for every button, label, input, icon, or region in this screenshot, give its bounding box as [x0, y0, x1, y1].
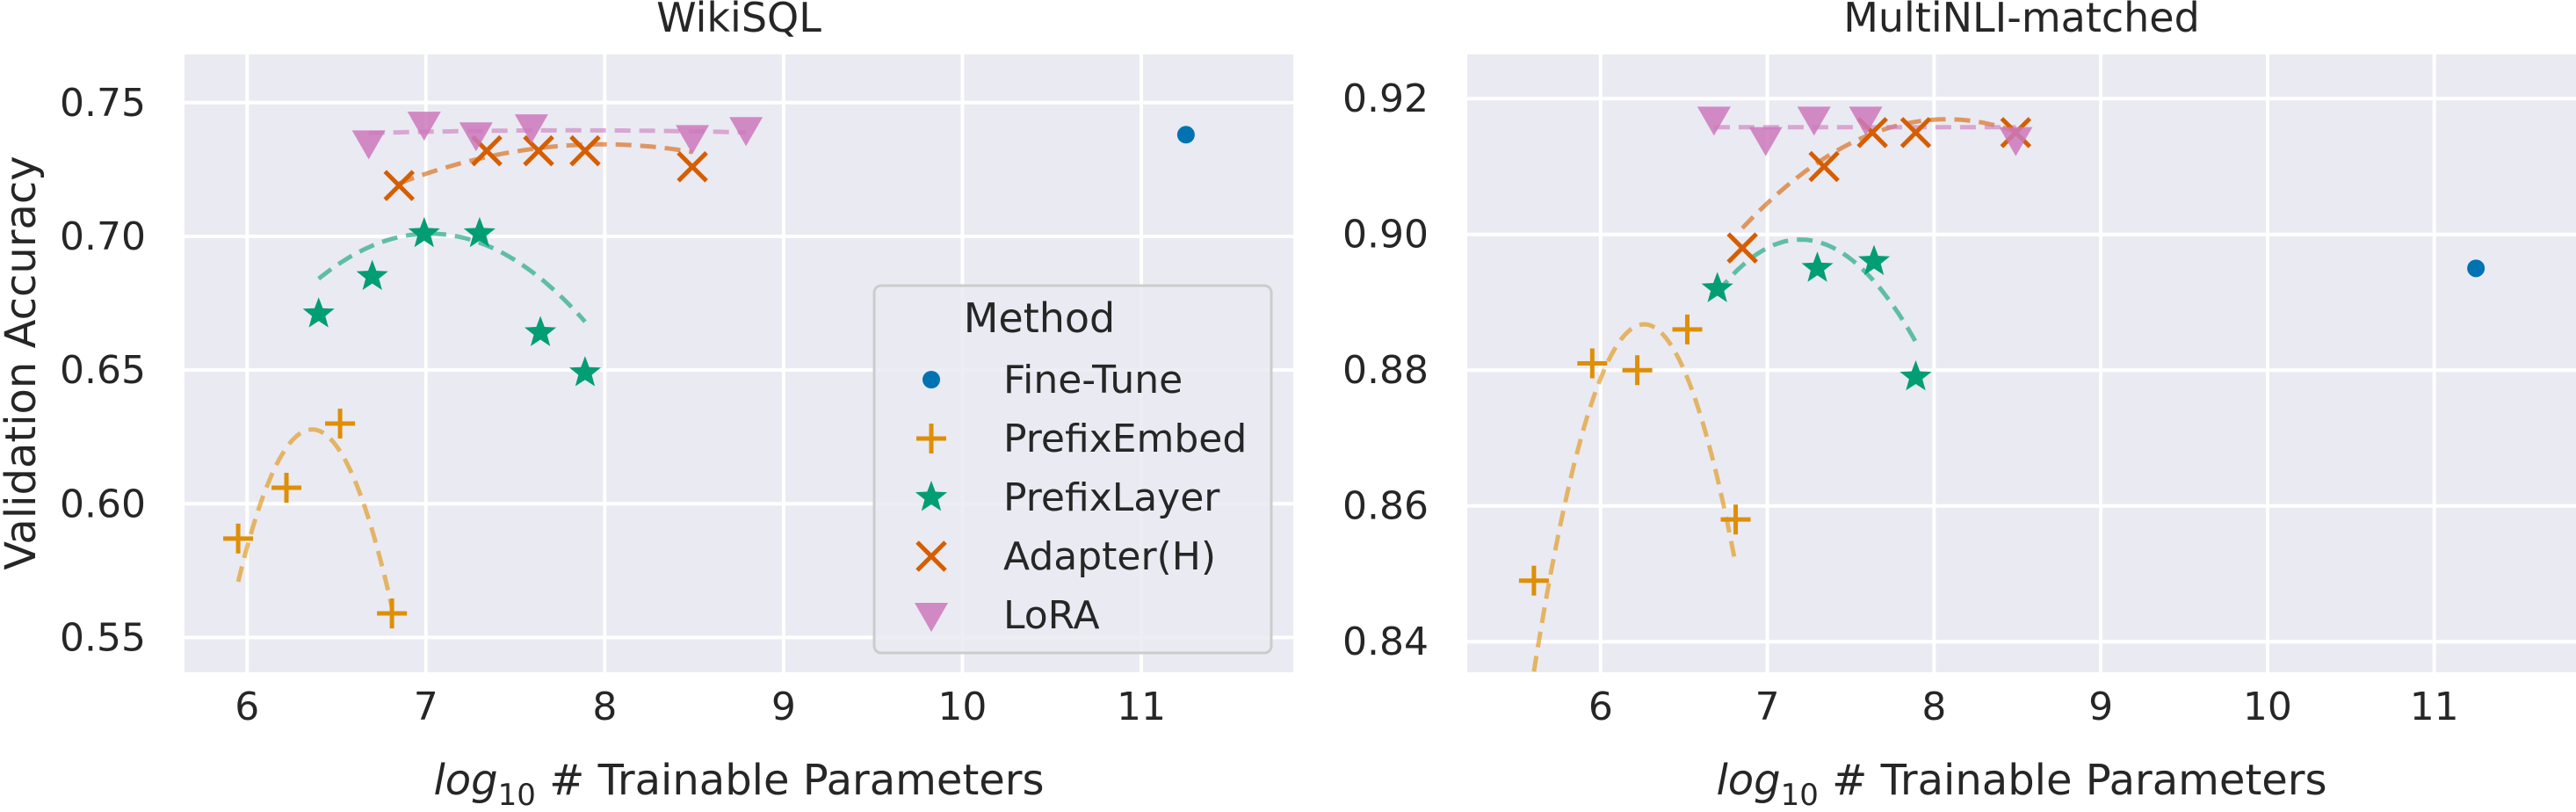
y-axis-label: Validation Accuracy: [0, 156, 46, 569]
multinli-matched-prefixembed-point: [1577, 348, 1608, 379]
x-tick-label: 11: [1117, 685, 1166, 729]
prefixlayer-trend-line: [1715, 237, 1918, 344]
adapter-h-trend-line: [398, 141, 693, 186]
y-tick-label: 0.70: [60, 214, 146, 259]
y-tick-label: 0.90: [1342, 213, 1429, 257]
wikisql-prefixlayer-point: [463, 216, 496, 248]
legend-entries: Fine-Tune PrefixEmbed PrefixLayer Adapter(H…: [915, 358, 1247, 638]
legend-fine-tune-label: Fine-Tune: [1003, 358, 1183, 402]
multinli-matched-adapter-h-point: [1726, 232, 1758, 264]
wikisql-prefixlayer-point: [568, 356, 601, 387]
wikisql-title: WikiSQL: [656, 0, 821, 41]
x-tick-label: 7: [414, 685, 438, 729]
y-tick-label: 0.65: [60, 348, 146, 393]
multinli-title: MultiNLI-matched: [1843, 0, 2200, 41]
x-tick-label: 8: [1921, 685, 1946, 729]
legend-lora-marker: [915, 603, 948, 632]
wikisql-adapter-h-point: [383, 170, 416, 201]
multinli-matched-adapter-h-point: [1899, 117, 1932, 149]
y-tick-label: 0.92: [1342, 76, 1429, 121]
wikisql-prefixlayer-point: [525, 315, 557, 346]
wikisql-prefixembed-point: [377, 598, 408, 629]
multinli-matched-prefixlayer-point: [1801, 251, 1834, 282]
x-tick-label: 10: [2243, 685, 2292, 729]
wikisql-adapter-h-point: [523, 134, 554, 167]
wikisql-lora-point: [729, 117, 763, 147]
wikisql-lora-point: [351, 130, 386, 160]
wikisql-prefixlayer-point: [408, 216, 440, 248]
wikisql-prefixembed-point: [271, 473, 302, 504]
legend-box: [872, 284, 1273, 655]
x-tick-label: 6: [1588, 685, 1613, 729]
wikisql-lora-point: [459, 122, 493, 152]
legend-lora-label: LoRA: [1003, 593, 1100, 638]
multinli-matched-lora-point: [1849, 106, 1883, 136]
wikisql-prefixembed-point: [223, 523, 254, 554]
wikisql-trend-lines: [235, 127, 747, 608]
lora-trend-line: [368, 127, 747, 135]
multinli-matched-prefixembed-point: [1720, 504, 1751, 535]
wikisql-adapter-h-point: [569, 134, 601, 167]
legend-adapter-h-marker: [915, 540, 947, 572]
wikisql-x-axis-label: log10 # Trainable Parameters: [433, 756, 1044, 812]
multinli-plot-area: [1467, 54, 2576, 672]
y-tick-label: 0.60: [60, 482, 146, 526]
legend: Method Fine-Tune PrefixEmbed PrefixLayer Ad…: [872, 284, 1273, 655]
wikisql-data-points: [223, 112, 1195, 629]
x-tick-label: 9: [2088, 685, 2113, 729]
legend-prefixembed-label: PrefixEmbed: [1003, 417, 1247, 461]
wikisql-lora-point: [407, 112, 441, 141]
wikisql-prefixlayer-point: [302, 297, 335, 328]
multinli-matched-prefixlayer-point: [1858, 244, 1891, 275]
multinli-ticks: 6 7 8 9 10 11 0.84 0.86 0.88 0.90 0.92: [1342, 76, 2459, 729]
multinli-matched-prefixlayer-point: [1701, 272, 1733, 302]
legend-prefixembed-marker: [916, 424, 946, 453]
y-tick-label: 0.55: [60, 615, 146, 660]
multinli-data-points: [1518, 106, 2486, 596]
y-tick-label: 0.88: [1342, 348, 1429, 393]
x-tick-label: 10: [937, 685, 987, 729]
wikisql-prefixembed-point: [325, 408, 356, 439]
prefixembed-trend-line: [235, 427, 394, 608]
multinli-matched-lora-point: [1748, 127, 1783, 156]
x-tick-label: 7: [1755, 685, 1780, 729]
y-tick-label: 0.75: [60, 81, 146, 126]
legend-title: Method: [964, 294, 1116, 342]
multinli-matched-prefixlayer-point: [1899, 360, 1932, 391]
wikisql-ticks: 6 7 8 9 10 11 0.55 0.60 0.65 0.70 0.75: [60, 81, 1166, 729]
wikisql-lora-point: [676, 125, 710, 155]
multinli-matched-prefixembed-point: [1622, 355, 1653, 386]
x-tick-label: 8: [592, 685, 617, 729]
multinli-x-axis-label: log10 # Trainable Parameters: [1716, 756, 2326, 812]
wikisql-adapter-h-point: [677, 151, 708, 183]
wikisql-prefixlayer-point: [356, 259, 388, 290]
adapter-h-trend-line: [1740, 117, 2017, 230]
multinli-matched-lora-point: [1697, 106, 1731, 136]
legend-prefixlayer-marker: [915, 481, 948, 511]
wikisql-fine-tune-point: [1176, 126, 1195, 144]
wikisql-lora-point: [514, 114, 548, 144]
legend-fine-tune-marker: [923, 371, 940, 388]
multinli-matched-prefixembed-point: [1672, 314, 1703, 344]
multinli-matched-lora-point: [1797, 106, 1831, 136]
multinli-matched-prefixembed-point: [1518, 565, 1549, 596]
x-tick-label: 11: [2410, 685, 2459, 729]
prefixlayer-trend-line: [317, 231, 587, 323]
legend-prefixlayer-label: PrefixLayer: [1003, 475, 1220, 520]
y-tick-label: 0.86: [1342, 484, 1429, 529]
multinli-matched-adapter-h-point: [1808, 150, 1840, 183]
prefixembed-trend-line: [1531, 322, 1738, 672]
x-tick-label: 6: [235, 685, 259, 729]
legend-adapter-h-label: Adapter(H): [1003, 534, 1216, 579]
x-tick-label: 9: [771, 685, 796, 729]
multinli-matched-fine-tune-point: [2467, 259, 2486, 278]
multinli-chart: 6 7 8 9 10 11 0.84 0.86 0.88 0.90 0.92 MultiNLI-ma…: [1342, 0, 2576, 812]
multinli-matched-lora-point: [1999, 127, 2033, 156]
y-tick-label: 0.84: [1342, 620, 1429, 664]
